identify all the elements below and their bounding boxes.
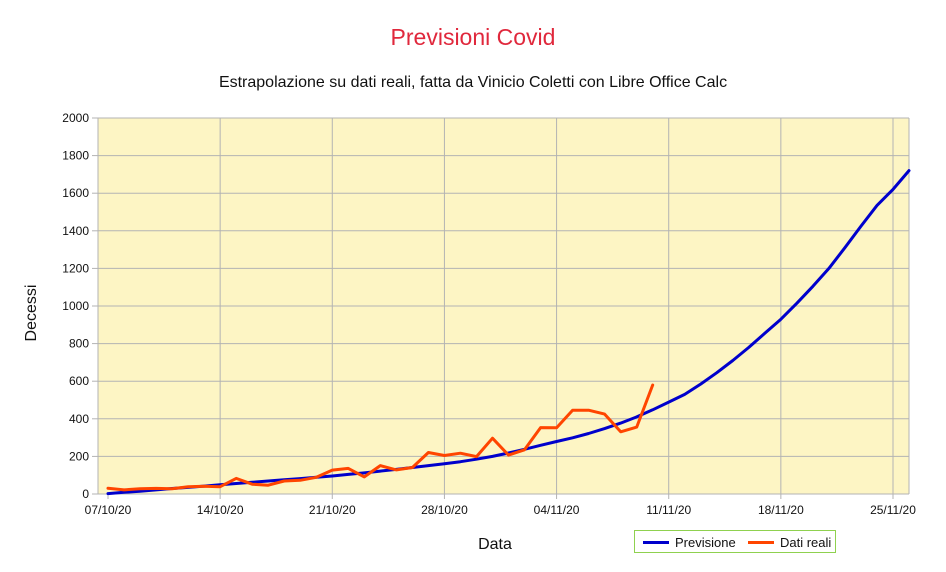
legend-label-previsione: Previsione [675,534,736,550]
legend-item-dati-reali: Dati reali [748,534,831,550]
y-axis-label: Decessi [23,285,40,342]
y-tick-label: 2000 [62,111,89,125]
x-axis-ticks: 07/10/20 14/10/20 21/10/20 28/10/20 04/11/20… [85,494,916,517]
y-tick-label: 1400 [62,224,89,238]
chart-subtitle: Estrapolazione su dati reali, fatta da V… [218,74,728,91]
y-tick-label: 600 [69,374,89,388]
x-axis-label: Data [478,536,512,553]
chart-legend: Previsione Dati reali [634,530,836,553]
y-tick-label: 1000 [62,299,89,313]
legend-label-dati-reali: Dati reali [780,534,832,550]
series-layer [106,169,911,496]
y-tick-label: 0 [82,487,89,501]
x-tick-label: 25/11/20 [870,503,916,517]
x-tick-label: 18/11/20 [758,503,804,517]
y-axis-ticks: 0 200 400 600 800 1000 1200 1400 1600 1800 2000 [62,111,98,501]
x-tick-label: 04/11/20 [534,503,580,517]
y-tick-label: 400 [69,412,89,426]
x-tick-label: 28/10/20 [421,503,468,517]
horizontal-gridlines [98,117,909,495]
y-tick-label: 1600 [62,186,89,200]
legend-item-previsione: Previsione [643,534,736,550]
x-tick-label: 21/10/20 [309,503,356,517]
legend-swatch-previsione [643,540,669,544]
y-tick-label: 1200 [62,261,89,275]
y-tick-label: 200 [69,449,89,463]
y-tick-label: 1800 [62,149,89,163]
x-tick-label: 11/11/20 [646,503,691,517]
x-tick-label: 07/10/20 [85,503,132,517]
chart-title: Previsioni Covid [390,24,556,50]
legend-swatch-dati-reali [748,540,774,544]
y-tick-label: 800 [69,337,89,351]
x-tick-label: 14/10/20 [197,503,244,517]
series-line-dati-reali [106,383,655,492]
